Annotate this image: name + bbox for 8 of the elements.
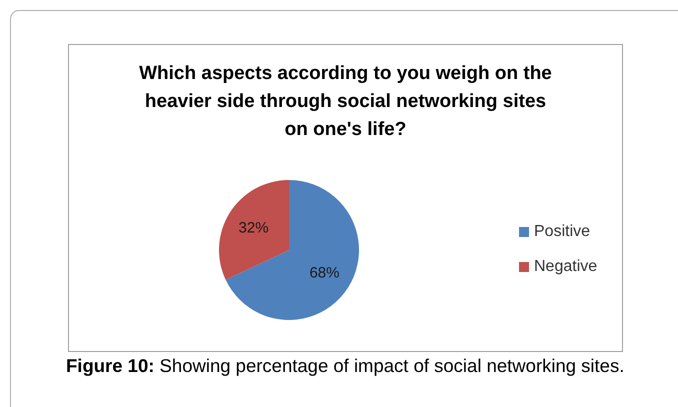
chart-title: Which aspects according to you weigh on the heavier side through social networking sites on one's life? — [138, 62, 553, 142]
caption: Figure 10: Showing percentage of impact of social networking sites. — [66, 355, 624, 376]
data-label: 68% — [309, 264, 340, 282]
legend-label: Negative — [534, 258, 598, 276]
pie-slice — [226, 180, 359, 320]
data-label: 32% — [238, 218, 269, 236]
pie-slice — [219, 180, 289, 280]
legend-label: Positive — [534, 223, 590, 241]
